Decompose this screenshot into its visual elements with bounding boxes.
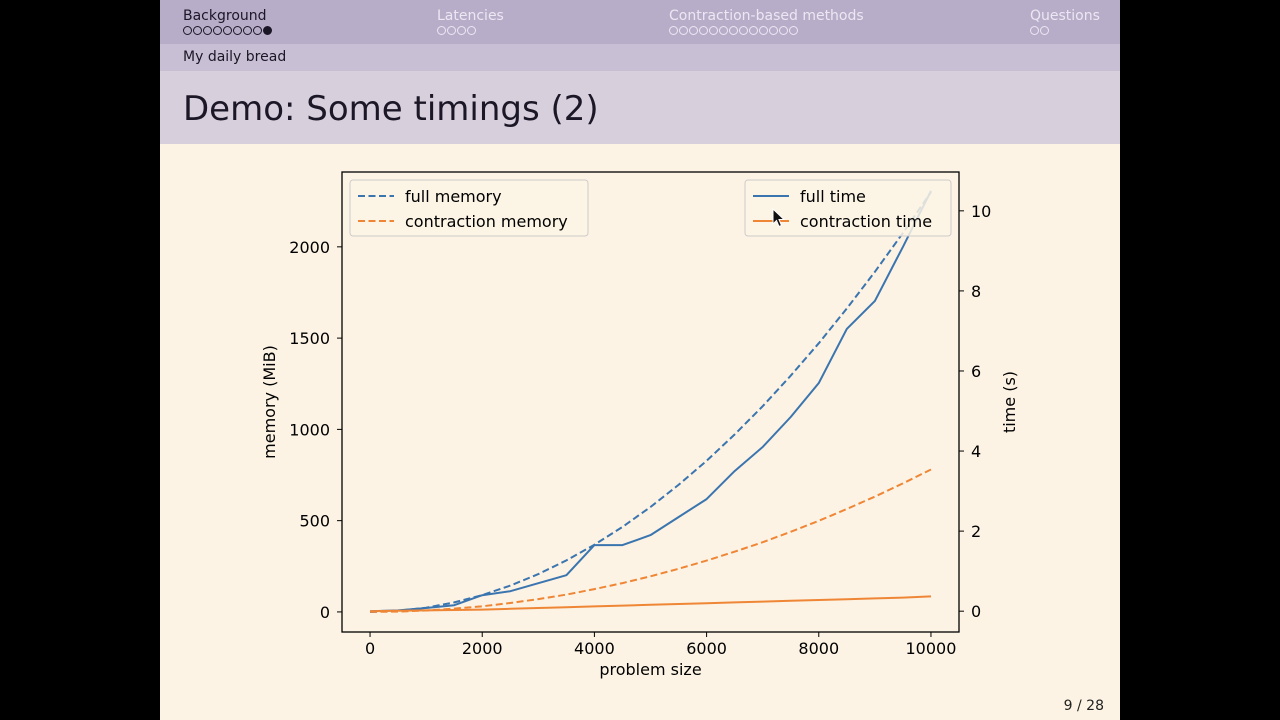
axes-layer: 0 2000 4000 6000 8000 10000 0 500 1000 1500 2000 0 2…: [260, 171, 1019, 679]
x-tick-label: 6000: [686, 639, 727, 658]
frame-title-bar: Demo: Some timings (2): [160, 71, 1120, 144]
y-tick-label: 1500: [289, 329, 330, 348]
nav-dot[interactable]: [719, 26, 728, 35]
nav-dot[interactable]: [779, 26, 788, 35]
nav-progress-dots[interactable]: [183, 26, 273, 36]
x-tick-label: 2000: [462, 639, 503, 658]
nav-dot[interactable]: [689, 26, 698, 35]
x-tick-label: 8000: [798, 639, 839, 658]
nav-dot[interactable]: [769, 26, 778, 35]
nav-dot[interactable]: [749, 26, 758, 35]
nav-dot[interactable]: [1040, 26, 1049, 35]
nav-dot[interactable]: [193, 26, 202, 35]
legend-label: full time: [800, 187, 866, 206]
nav-dot[interactable]: [467, 26, 476, 35]
timings-chart: 0 2000 4000 6000 8000 10000 0 500 1000 1500 2000 0 2…: [260, 171, 1019, 679]
legend-label: contraction memory: [405, 212, 568, 231]
nav-dot[interactable]: [183, 26, 192, 35]
nav-dot[interactable]: [739, 26, 748, 35]
legend-label: contraction time: [800, 212, 932, 231]
legend-time: full time contraction time: [744, 179, 952, 237]
nav-dot[interactable]: [699, 26, 708, 35]
nav-dot[interactable]: [233, 26, 242, 35]
y-axis-label: memory (MiB): [260, 345, 279, 459]
nav-section-contraction-based-methods[interactable]: Contraction-based methods: [669, 8, 864, 36]
legend-box: [349, 179, 589, 237]
y-tick-label: 1000: [289, 420, 330, 439]
nav-section-latencies[interactable]: Latencies: [437, 8, 504, 36]
nav-dot[interactable]: [253, 26, 262, 35]
x-axis-label: problem size: [599, 660, 701, 679]
y2-tick-label: 6: [971, 362, 981, 381]
frame-title: Demo: Some timings (2): [183, 89, 599, 129]
nav-dot[interactable]: [789, 26, 798, 35]
nav-dot[interactable]: [243, 26, 252, 35]
legend-box: [744, 179, 952, 237]
y2-tick-label: 10: [971, 202, 991, 221]
x-tick-label: 10000: [906, 639, 957, 658]
series-line-contraction-time: [369, 595, 932, 613]
mouse-pointer-icon: [772, 208, 786, 228]
nav-dot[interactable]: [437, 26, 446, 35]
nav-progress-dots[interactable]: [669, 26, 864, 36]
series-layer: [369, 190, 932, 613]
subsection-title: My daily bread: [183, 49, 287, 65]
nav-section-title: Questions: [1030, 8, 1100, 24]
y2-axis-label: time (s): [1000, 371, 1019, 433]
y2-tick-label: 8: [971, 282, 981, 301]
subsection-bar: My daily bread: [160, 44, 1120, 71]
nav-progress-dots[interactable]: [437, 26, 504, 36]
plot-area: [342, 172, 959, 632]
nav-section-questions[interactable]: Questions: [1030, 8, 1100, 36]
nav-dot[interactable]: [223, 26, 232, 35]
nav-dot[interactable]: [759, 26, 768, 35]
nav-dot[interactable]: [457, 26, 466, 35]
x-tick-label: 4000: [574, 639, 615, 658]
nav-dot[interactable]: [729, 26, 738, 35]
nav-dot[interactable]: [203, 26, 212, 35]
navigation-bar: Background Latencies Contraction-based m…: [160, 0, 1120, 44]
nav-dot[interactable]: [669, 26, 678, 35]
page-number: 9 / 28: [1063, 698, 1104, 714]
y-tick-label: 500: [299, 512, 330, 531]
nav-dot[interactable]: [263, 26, 272, 35]
nav-dot[interactable]: [679, 26, 688, 35]
x-tick-label: 0: [365, 639, 375, 658]
nav-section-title: Latencies: [437, 8, 504, 24]
nav-section-title: Background: [183, 8, 267, 24]
nav-dot[interactable]: [447, 26, 456, 35]
series-line-full-time: [369, 190, 932, 613]
nav-section-title: Contraction-based methods: [669, 8, 864, 24]
y2-tick-label: 2: [971, 522, 981, 541]
nav-progress-dots[interactable]: [1030, 26, 1100, 36]
legend-label: full memory: [405, 187, 502, 206]
nav-dot[interactable]: [213, 26, 222, 35]
nav-dot[interactable]: [709, 26, 718, 35]
slide: Background Latencies Contraction-based m…: [160, 0, 1120, 720]
nav-dot[interactable]: [1030, 26, 1039, 35]
y-tick-label: 0: [320, 603, 330, 622]
y2-tick-label: 4: [971, 442, 981, 461]
nav-section-background[interactable]: Background: [183, 8, 273, 36]
plot-frame: [341, 171, 960, 633]
y2-tick-label: 0: [971, 602, 981, 621]
series-line-full-memory: [369, 191, 932, 613]
y-tick-label: 2000: [289, 238, 330, 257]
legend-memory: full memory contraction memory: [349, 179, 589, 237]
